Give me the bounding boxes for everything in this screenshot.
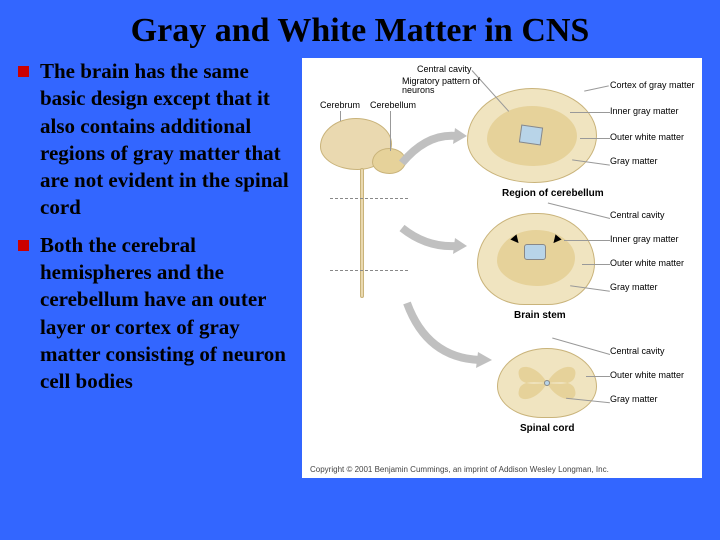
text-column: The brain has the same basic design exce… — [12, 58, 302, 478]
connector-arrow — [402, 298, 492, 378]
label-central-cavity: Central cavity — [610, 210, 665, 220]
bullet-list: The brain has the same basic design exce… — [12, 58, 292, 396]
leader — [584, 85, 609, 91]
leader — [586, 376, 610, 377]
spinal-cavity — [544, 380, 550, 386]
label-outer-white: Outer white matter — [610, 258, 684, 268]
label-gray: Gray matter — [610, 394, 658, 404]
leader — [580, 138, 610, 139]
dash-line — [330, 270, 408, 271]
leader — [570, 112, 610, 113]
leader — [340, 111, 341, 121]
brain-stem-line — [360, 168, 364, 298]
label-cerebrum: Cerebrum — [320, 100, 360, 110]
section-title-spinal: Spinal cord — [520, 423, 574, 434]
label-gray: Gray matter — [610, 282, 658, 292]
section-title-cerebellum: Region of cerebellum — [502, 188, 604, 199]
leader — [564, 240, 610, 241]
bullet-item: Both the cerebral hemispheres and the ce… — [12, 232, 292, 396]
label-inner-gray: Inner gray matter — [610, 106, 679, 116]
cerebellum-cavity — [519, 125, 543, 146]
label-central-cavity: Central cavity — [610, 346, 665, 356]
leader — [390, 111, 391, 151]
brainstem-cavity — [524, 244, 546, 260]
label-cortex: Cortex of gray matter — [610, 80, 695, 90]
label-inner-gray: Inner gray matter — [610, 234, 679, 244]
connector-arrow — [397, 128, 467, 178]
label-cerebellum: Cerebellum — [370, 100, 416, 110]
content-row: The brain has the same basic design exce… — [0, 58, 720, 478]
label-outer-white: Outer white matter — [610, 370, 684, 380]
label-migratory: Migratory pattern of neurons — [402, 77, 482, 95]
label-gray: Gray matter — [610, 156, 658, 166]
slide-title: Gray and White Matter in CNS — [0, 0, 720, 58]
bullet-item: The brain has the same basic design exce… — [12, 58, 292, 222]
leader — [582, 264, 610, 265]
connector-arrow — [397, 218, 467, 268]
copyright-text: Copyright © 2001 Benjamin Cummings, an i… — [310, 465, 609, 474]
diagram-panel: Cerebrum Cerebellum Central cavity Migra… — [302, 58, 702, 478]
label-outer-white: Outer white matter — [610, 132, 684, 142]
section-title-brainstem: Brain stem — [514, 310, 566, 321]
label-central-cavity: Central cavity — [417, 64, 472, 74]
dash-line — [330, 198, 408, 199]
